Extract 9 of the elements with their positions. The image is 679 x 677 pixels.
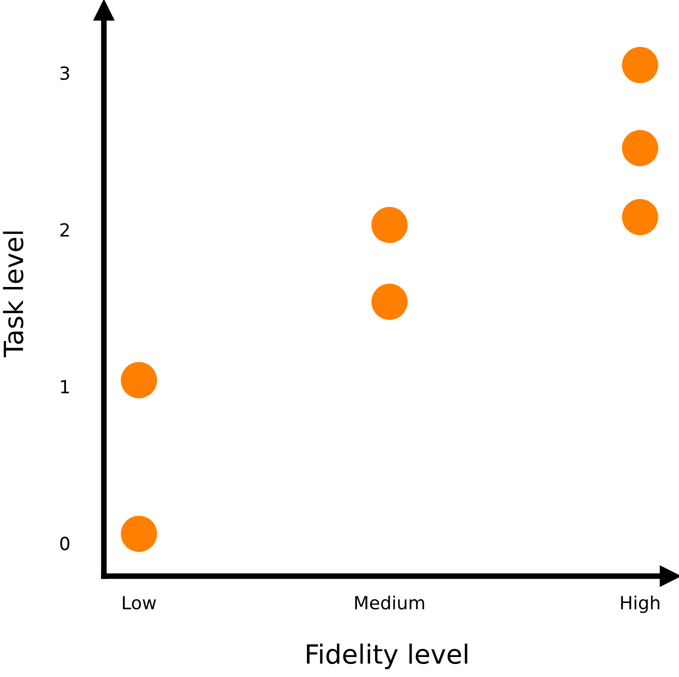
x-tick-label: Low	[122, 596, 156, 610]
x-axis-title: Fidelity level	[306, 644, 468, 670]
y-tick-label: 2	[60, 223, 69, 237]
y-tick-label: 1	[61, 380, 69, 394]
x-tick-label: High	[621, 596, 660, 614]
x-tick-label: Medium	[355, 596, 424, 610]
y-tick-label: 3	[60, 66, 70, 80]
y-tick-label: 0	[60, 536, 70, 550]
y-axis-title: Task level	[2, 232, 24, 358]
